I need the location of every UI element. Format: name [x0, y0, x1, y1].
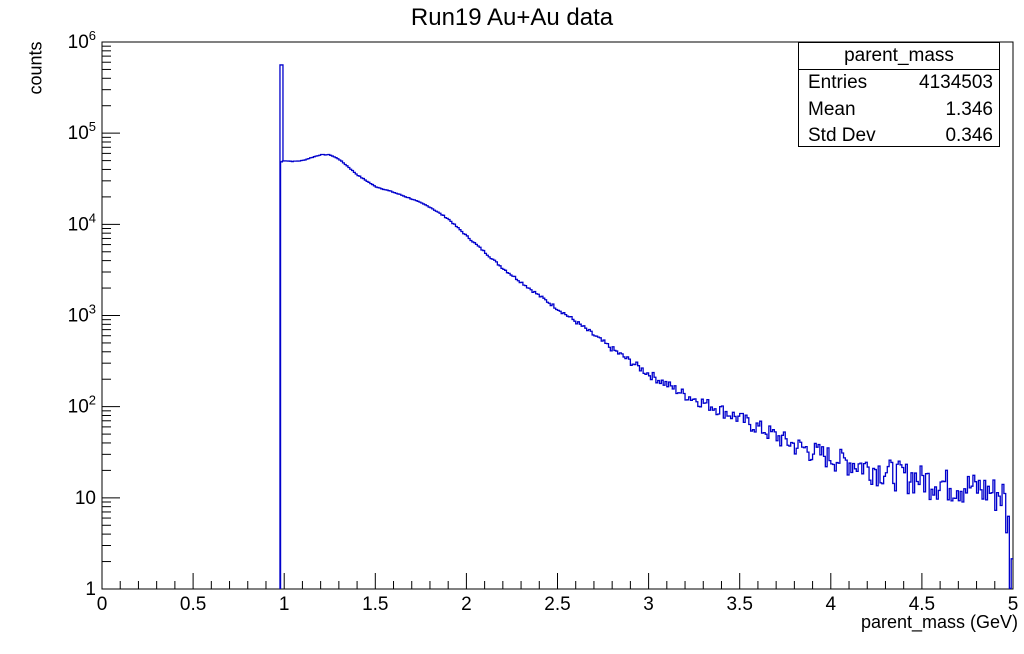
stats-label: Entries	[808, 72, 868, 93]
x-axis-label: parent_mass (GeV)	[860, 612, 1018, 632]
x-tick-label: 3	[643, 594, 654, 615]
y-tick-label: 10	[75, 488, 96, 509]
stats-value: 1.346	[945, 98, 993, 120]
histogram-spike	[279, 64, 284, 589]
stats-value: 4134503	[919, 72, 993, 93]
stats-box-title: parent_mass	[799, 43, 999, 70]
x-tick-label: 1.5	[362, 594, 388, 615]
y-tick-label: 102	[68, 393, 96, 418]
x-tick-label: 4	[826, 594, 837, 615]
stats-row-mean: Mean 1.346	[799, 97, 999, 124]
x-tick-label: 2	[461, 594, 472, 615]
y-tick-label: 105	[68, 119, 96, 144]
x-tick-label: 4.5	[909, 594, 935, 615]
histogram-line	[279, 153, 1013, 589]
x-tick-label: 0	[97, 594, 108, 615]
y-axis-label: counts	[25, 41, 46, 95]
y-tick-label: 106	[68, 28, 96, 53]
y-tick-label: 103	[68, 302, 96, 327]
stats-row-entries: Entries 4134503	[799, 70, 999, 97]
stats-label: Mean	[808, 98, 856, 120]
y-tick-label: 104	[68, 210, 96, 235]
stats-box: parent_mass Entries 4134503 Mean 1.346 S…	[798, 42, 1000, 147]
x-tick-label: 1	[279, 594, 290, 615]
y-tick-label: 1	[85, 579, 96, 600]
x-tick-label: 2.5	[544, 594, 570, 615]
stats-value: 0.346	[945, 125, 993, 146]
stats-row-stddev: Std Dev 0.346	[799, 123, 999, 150]
chart-title: Run19 Au+Au data	[410, 4, 614, 31]
x-tick-label: 5	[1008, 594, 1019, 615]
stats-label: Std Dev	[808, 125, 876, 146]
x-tick-label: 0.5	[180, 594, 206, 615]
x-tick-label: 3.5	[726, 594, 752, 615]
